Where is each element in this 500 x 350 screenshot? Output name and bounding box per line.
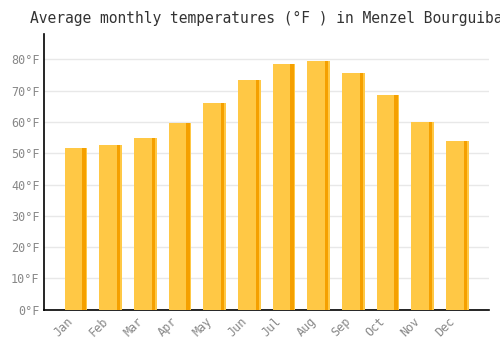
Bar [204, 103, 226, 310]
Bar [152, 138, 155, 310]
Bar [186, 124, 190, 310]
Bar [238, 80, 260, 310]
Bar [100, 145, 122, 310]
Bar [412, 122, 434, 310]
Bar [325, 61, 328, 310]
Bar [117, 145, 120, 310]
Bar [64, 148, 87, 310]
Bar [377, 95, 400, 310]
Bar [308, 61, 330, 310]
Bar [256, 80, 259, 310]
Bar [272, 64, 295, 310]
Bar [464, 141, 467, 310]
Bar [290, 64, 294, 310]
Bar [82, 148, 86, 310]
Bar [446, 141, 468, 310]
Bar [429, 122, 432, 310]
Title: Average monthly temperatures (°F ) in Menzel Bourguiba: Average monthly temperatures (°F ) in Me… [30, 11, 500, 26]
Bar [134, 138, 156, 310]
Bar [168, 124, 192, 310]
Bar [221, 103, 224, 310]
Bar [360, 74, 363, 310]
Bar [342, 74, 364, 310]
Bar [394, 95, 398, 310]
